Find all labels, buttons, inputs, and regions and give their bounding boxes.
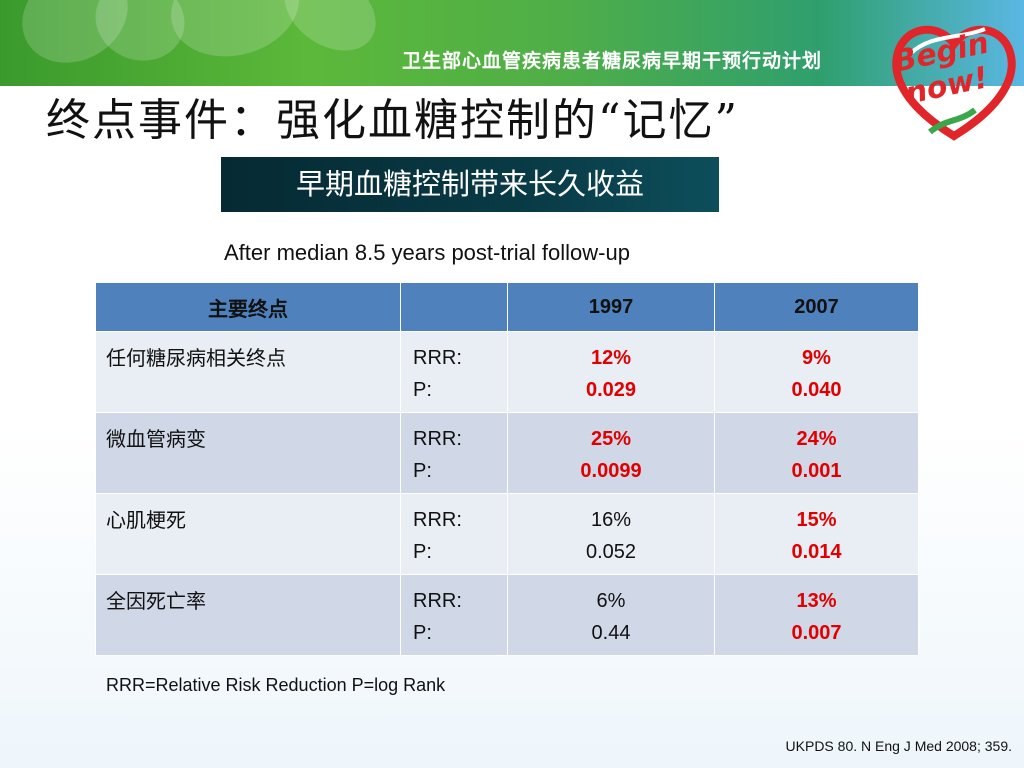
metric-p-label: P:: [413, 541, 432, 563]
metric-rrr-label: RRR:: [413, 428, 462, 450]
endpoints-table: 主要终点 1997 2007 任何糖尿病相关终点 RRR: P: 12% 0.029…: [95, 282, 919, 656]
endpoint-name-cell: 任何糖尿病相关终点: [95, 331, 401, 413]
rrr-1997: 6%: [596, 590, 626, 612]
p-1997: 0.052: [585, 541, 637, 563]
abbreviation-legend: RRR=Relative Risk Reduction P=log Rank: [106, 675, 446, 695]
p-2007: 0.001: [791, 460, 842, 482]
p-2007: 0.040: [791, 379, 842, 401]
value-2007-cell: 9% 0.040: [714, 331, 919, 413]
value-2007-cell: 13% 0.007: [714, 574, 919, 656]
slide-title: 终点事件：强化血糖控制的“记忆”: [46, 95, 739, 146]
metric-rrr-label: RRR:: [413, 509, 462, 531]
metric-p-label: P:: [413, 622, 432, 644]
rrr-2007: 9%: [802, 347, 831, 369]
metric-rrr-label: RRR:: [413, 590, 462, 612]
p-2007: 0.007: [791, 622, 842, 644]
rrr-2007: 24%: [796, 428, 837, 450]
followup-note: After median 8.5 years post-trial follow…: [224, 240, 630, 265]
top-banner: 卫生部心血管疾病患者糖尿病早期干预行动计划: [0, 0, 1024, 86]
metric-cell: RRR: P:: [400, 331, 508, 413]
table-row: 微血管病变 RRR: P: 25% 0.0099 24% 0.001: [95, 412, 919, 494]
rrr-1997: 12%: [590, 347, 632, 369]
header-metric: [400, 282, 508, 332]
table-row: 任何糖尿病相关终点 RRR: P: 12% 0.029 9% 0.040: [95, 331, 919, 413]
header-2007: 2007: [714, 282, 919, 332]
endpoint-name-cell: 微血管病变: [95, 412, 401, 494]
endpoint-name: 全因死亡率: [106, 589, 206, 613]
metric-cell: RRR: P:: [400, 412, 508, 494]
endpoint-name: 任何糖尿病相关终点: [106, 346, 286, 370]
value-1997-cell: 16% 0.052: [507, 493, 715, 575]
begin-now-logo: Begin now!: [890, 26, 1016, 141]
program-title: 卫生部心血管疾病患者糖尿病早期干预行动计划: [402, 50, 823, 72]
metric-cell: RRR: P:: [400, 493, 508, 575]
table-row: 心肌梗死 RRR: P: 16% 0.052 15% 0.014: [95, 493, 919, 575]
endpoint-name: 微血管病变: [106, 427, 206, 451]
header-endpoint: 主要终点: [95, 282, 401, 332]
endpoint-name-cell: 全因死亡率: [95, 574, 401, 656]
metric-rrr-label: RRR:: [413, 347, 462, 369]
table-row: 全因死亡率 RRR: P: 6% 0.44 13% 0.007: [95, 574, 919, 656]
p-1997: 0.44: [591, 622, 631, 644]
subtitle-banner: 早期血糖控制带来长久收益: [221, 157, 719, 212]
metric-cell: RRR: P:: [400, 574, 508, 656]
header-1997: 1997: [507, 282, 715, 332]
metric-p-label: P:: [413, 460, 432, 482]
value-2007-cell: 15% 0.014: [714, 493, 919, 575]
citation: UKPDS 80. N Eng J Med 2008; 359.: [785, 738, 1012, 754]
value-1997-cell: 25% 0.0099: [507, 412, 715, 494]
decorative-hand-shape: [268, 0, 392, 68]
rrr-1997: 16%: [590, 509, 632, 531]
rrr-2007: 13%: [796, 590, 837, 612]
endpoint-name: 心肌梗死: [106, 508, 186, 532]
value-1997-cell: 12% 0.029: [507, 331, 715, 413]
rrr-1997: 25%: [590, 428, 632, 450]
p-1997: 0.029: [585, 379, 637, 401]
value-1997-cell: 6% 0.44: [507, 574, 715, 656]
table-header-row: 主要终点 1997 2007: [95, 282, 919, 332]
rrr-2007: 15%: [796, 509, 837, 531]
p-1997: 0.0099: [580, 460, 642, 482]
value-2007-cell: 24% 0.001: [714, 412, 919, 494]
endpoint-name-cell: 心肌梗死: [95, 493, 401, 575]
metric-p-label: P:: [413, 379, 432, 401]
p-2007: 0.014: [791, 541, 842, 563]
